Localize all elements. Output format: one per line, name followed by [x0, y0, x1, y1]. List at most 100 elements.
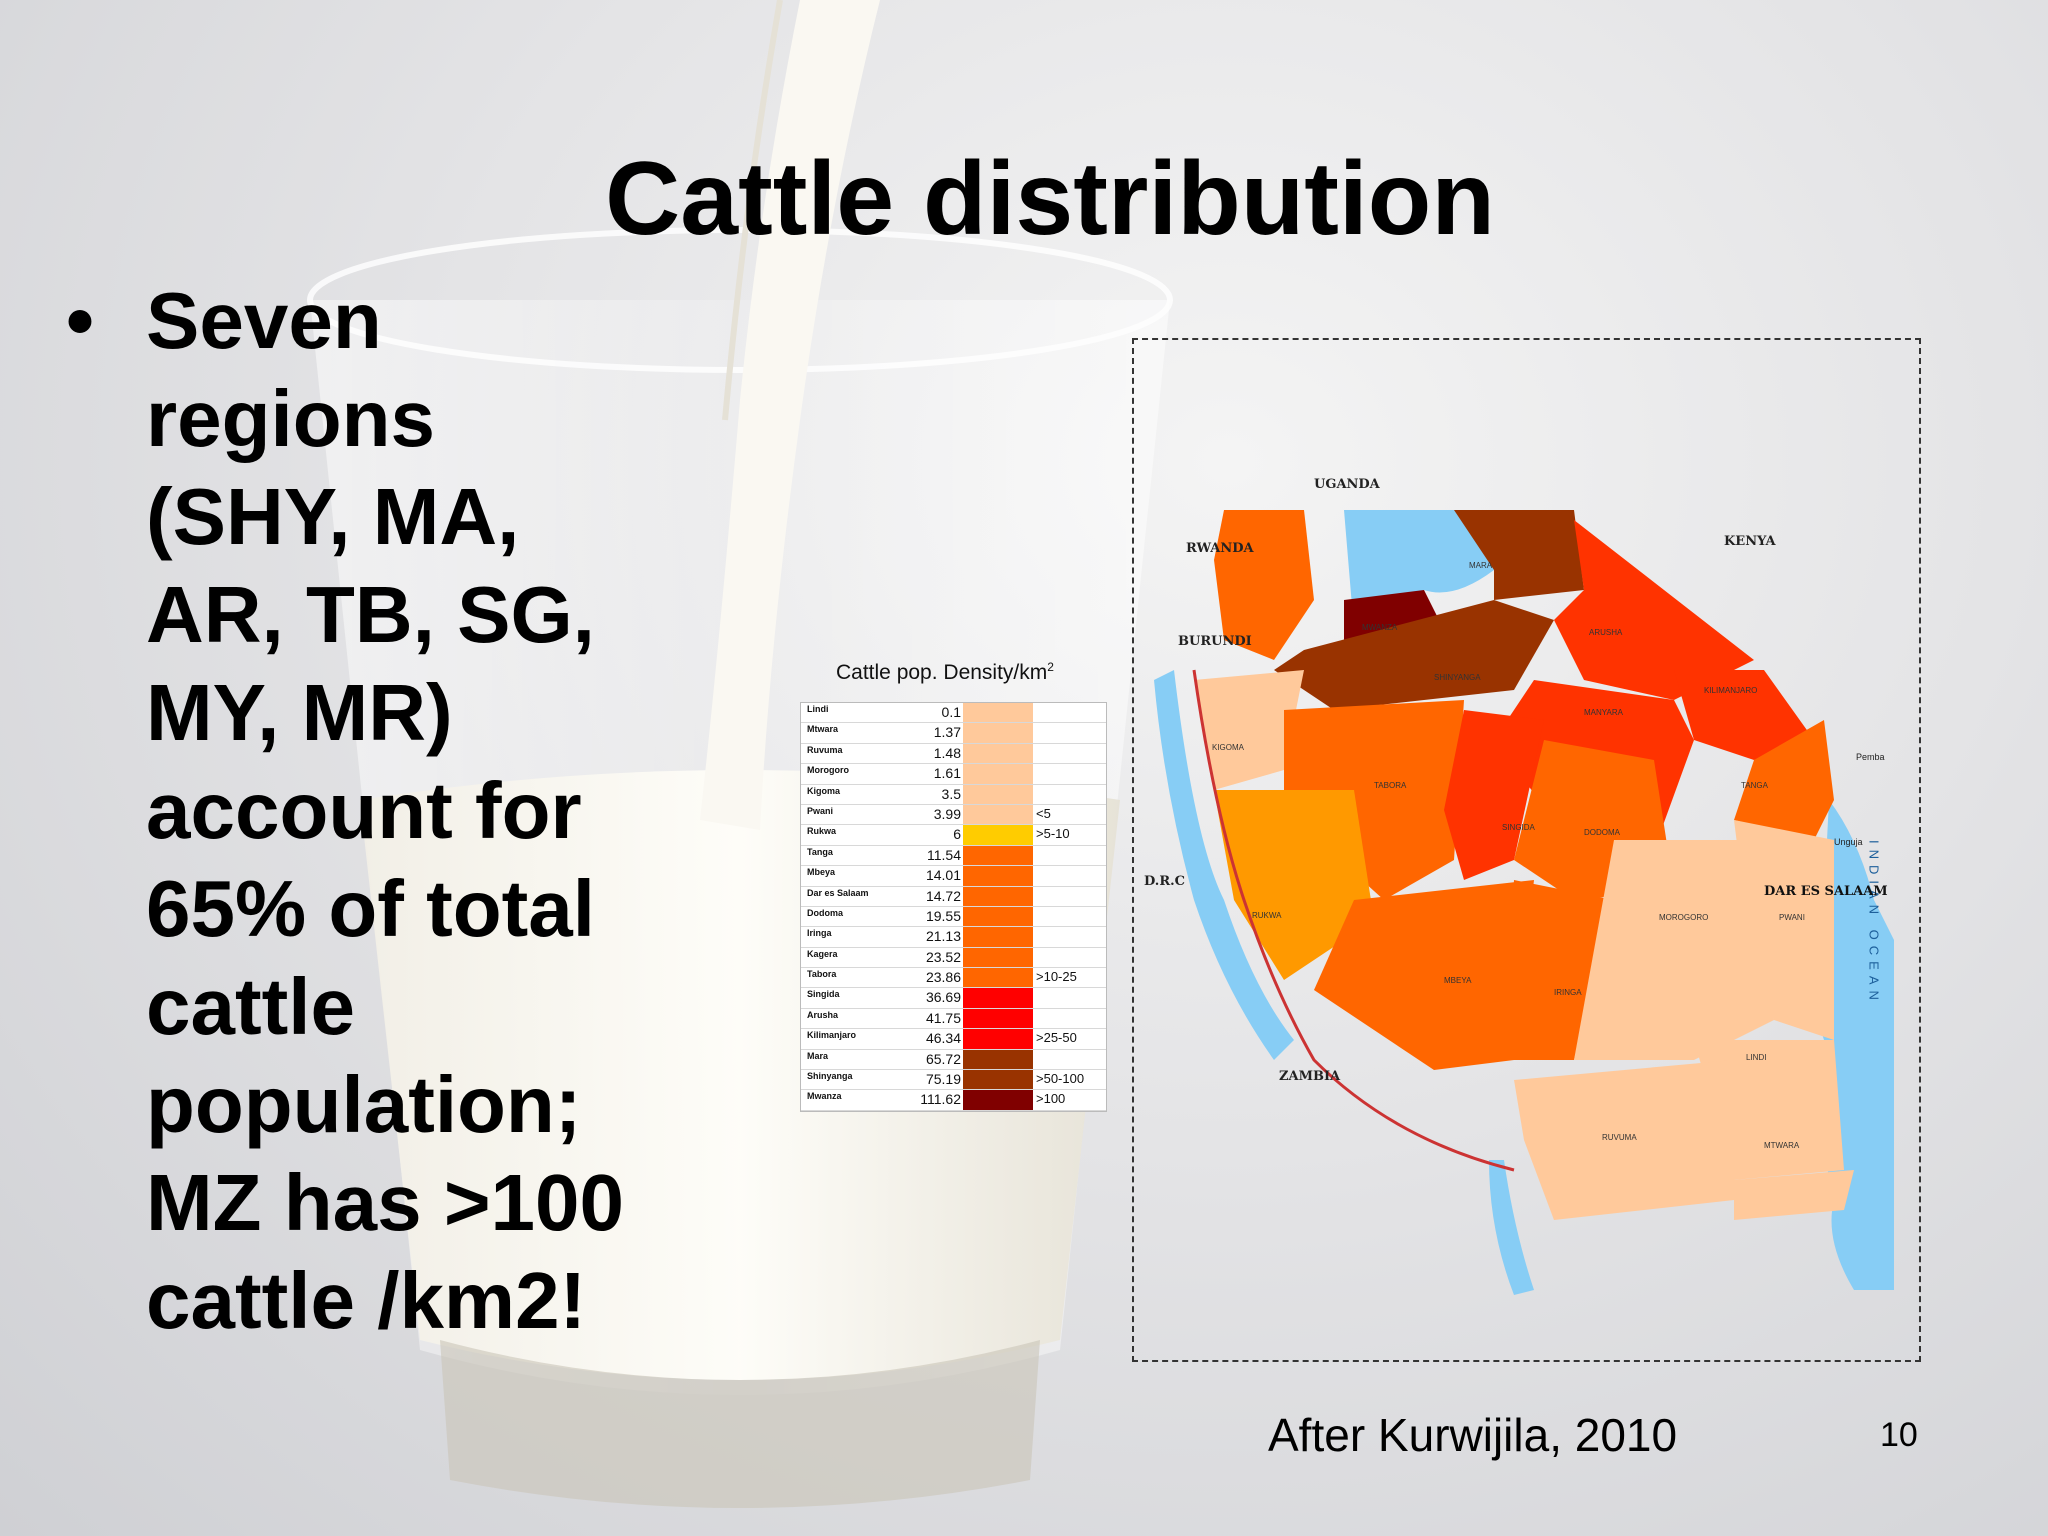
lake-nyasa — [1489, 1160, 1534, 1295]
legend-region-name: Pwani — [807, 805, 834, 816]
legend-color-swatch — [963, 906, 1033, 927]
legend-density-value: 36.69 — [925, 989, 961, 1006]
legend-density-value: 11.54 — [927, 846, 961, 863]
region-kilimanjaro — [1674, 670, 1814, 760]
legend-color-swatch — [963, 764, 1033, 784]
legend-density-value: 75.19 — [925, 1071, 961, 1088]
legend-color-swatch — [963, 1090, 1033, 1110]
label-unguja: Unguja — [1834, 837, 1863, 847]
legend-row: Kilimanjaro 46.34 >25-50 — [801, 1029, 1106, 1050]
legend-row: Dodoma 19.55 — [801, 906, 1106, 928]
label-pemba: Pemba — [1856, 752, 1885, 762]
legend-row: Iringa 21.13 — [801, 927, 1106, 948]
label-dodoma: DODOMA — [1584, 828, 1621, 837]
legend-region-name: Lindi — [807, 704, 829, 714]
legend-density-value: 46.34 — [925, 1030, 961, 1047]
tanzania-map-frame: UGANDA KENYA RWANDA BURUNDI D.R.C ZAMBIA… — [1132, 338, 1921, 1362]
legend-row: Mwanza 111.62 >100 — [801, 1090, 1106, 1111]
label-mwanza: MWANZA — [1362, 623, 1398, 632]
label-lindi: LINDI — [1746, 1053, 1766, 1062]
legend-density-value: 6 — [953, 826, 961, 843]
legend-density-value: 1.61 — [933, 765, 961, 782]
legend-density-value: 1.48 — [933, 744, 961, 761]
legend-region-name: Tabora — [807, 969, 837, 980]
label-uganda: UGANDA — [1314, 477, 1381, 492]
legend-color-swatch — [963, 927, 1033, 947]
legend-color-swatch — [963, 1029, 1033, 1049]
label-arusha: ARUSHA — [1589, 628, 1623, 637]
legend-band-label: <5 — [1036, 805, 1051, 821]
legend-region-name: Singida — [807, 989, 840, 1000]
label-kigoma: KIGOMA — [1212, 743, 1245, 752]
legend-row: Kagera 23.52 — [801, 947, 1106, 969]
legend-region-name: Dodoma — [807, 907, 843, 918]
legend-band-label: >10-25 — [1036, 969, 1077, 985]
label-tanga: TANGA — [1741, 781, 1769, 790]
label-singida: SINGIDA — [1502, 823, 1536, 832]
legend-color-swatch — [963, 968, 1033, 988]
legend-color-swatch — [963, 825, 1033, 845]
legend-row: Lindi 0.1 — [801, 703, 1106, 724]
label-mtwara: MTWARA — [1764, 1141, 1800, 1150]
legend-row: Shinyanga 75.19 >50-100 — [801, 1070, 1106, 1091]
page-number: 10 — [1880, 1416, 1918, 1454]
label-dar-es-salaam: DAR ES SALAAM — [1764, 884, 1888, 899]
legend-color-swatch — [963, 784, 1033, 804]
legend-region-name: Rukwa — [807, 826, 837, 837]
legend-density-value: 65.72 — [925, 1050, 961, 1067]
legend-row: Pwani 3.99 <5 — [801, 804, 1106, 826]
legend-density-value: 19.55 — [925, 907, 961, 924]
region-iringa — [1504, 880, 1614, 1060]
legend-row: Dar es Salaam 14.72 — [801, 886, 1106, 907]
legend-table: Lindi 0.1 Mtwara 1.37 Ruvuma 1.48 Morogoro 1.61… — [800, 702, 1107, 1112]
legend-region-name: Kilimanjaro — [807, 1030, 857, 1041]
legend-region-name: Morogoro — [807, 765, 849, 776]
label-ruvuma: RUVUMA — [1602, 1133, 1637, 1142]
legend-density-value: 0.1 — [941, 704, 961, 720]
label-morogoro: MOROGORO — [1659, 913, 1708, 922]
region-rukwa — [1214, 790, 1374, 980]
legend-density-value: 23.52 — [925, 948, 961, 965]
tanzania-map: UGANDA KENYA RWANDA BURUNDI D.R.C ZAMBIA… — [1144, 477, 1894, 1295]
legend-title-superscript: 2 — [1047, 660, 1054, 674]
legend-region-name: Kagera — [807, 948, 838, 959]
legend-region-name: Dar es Salaam — [807, 887, 869, 898]
label-mbeya: MBEYA — [1444, 976, 1472, 985]
legend-density-value: 111.62 — [920, 1091, 961, 1108]
label-mara: MARA — [1469, 561, 1493, 570]
legend-row: Mbeya 14.01 — [801, 866, 1106, 887]
legend-title: Cattle pop. Density/km2 — [836, 660, 1054, 685]
legend-region-name: Arusha — [807, 1009, 839, 1020]
legend-region-name: Kigoma — [807, 785, 841, 796]
legend-row: Rukwa 6 >5-10 — [801, 825, 1106, 846]
legend-color-swatch — [963, 866, 1033, 886]
legend-region-name: Iringa — [807, 928, 832, 939]
region-mara — [1454, 510, 1584, 600]
bullet-marker: • — [66, 276, 95, 365]
label-burundi: BURUNDI — [1178, 634, 1252, 649]
legend-color-swatch — [963, 1049, 1033, 1070]
legend-region-name: Mtwara — [807, 724, 839, 735]
legend-color-swatch — [963, 1070, 1033, 1090]
region-tanga — [1734, 720, 1834, 840]
legend-region-name: Mwanza — [807, 1091, 842, 1102]
region-arusha — [1554, 520, 1754, 700]
legend-row: Singida 36.69 — [801, 988, 1106, 1009]
region-kagera — [1214, 510, 1314, 660]
region-shinyanga — [1274, 600, 1554, 710]
legend-row: Kigoma 3.5 — [801, 784, 1106, 805]
label-zambia: ZAMBIA — [1279, 1069, 1341, 1084]
legend-color-swatch — [963, 703, 1033, 723]
legend-region-name: Ruvuma — [807, 744, 843, 755]
label-indian-ocean: INDIAN OCEAN — [1867, 840, 1882, 1006]
legend-color-swatch — [963, 886, 1033, 906]
legend-region-name: Shinyanga — [807, 1071, 853, 1082]
legend-density-value: 3.5 — [941, 785, 961, 802]
label-iringa: IRINGA — [1554, 988, 1582, 997]
legend-row: Tanga 11.54 — [801, 845, 1106, 867]
lake-tanganyika — [1154, 670, 1294, 1060]
legend-row: Mara 65.72 — [801, 1049, 1106, 1071]
region-mbeya — [1314, 880, 1534, 1070]
legend-color-swatch — [963, 743, 1033, 764]
legend-density-value: 21.13 — [925, 928, 961, 945]
